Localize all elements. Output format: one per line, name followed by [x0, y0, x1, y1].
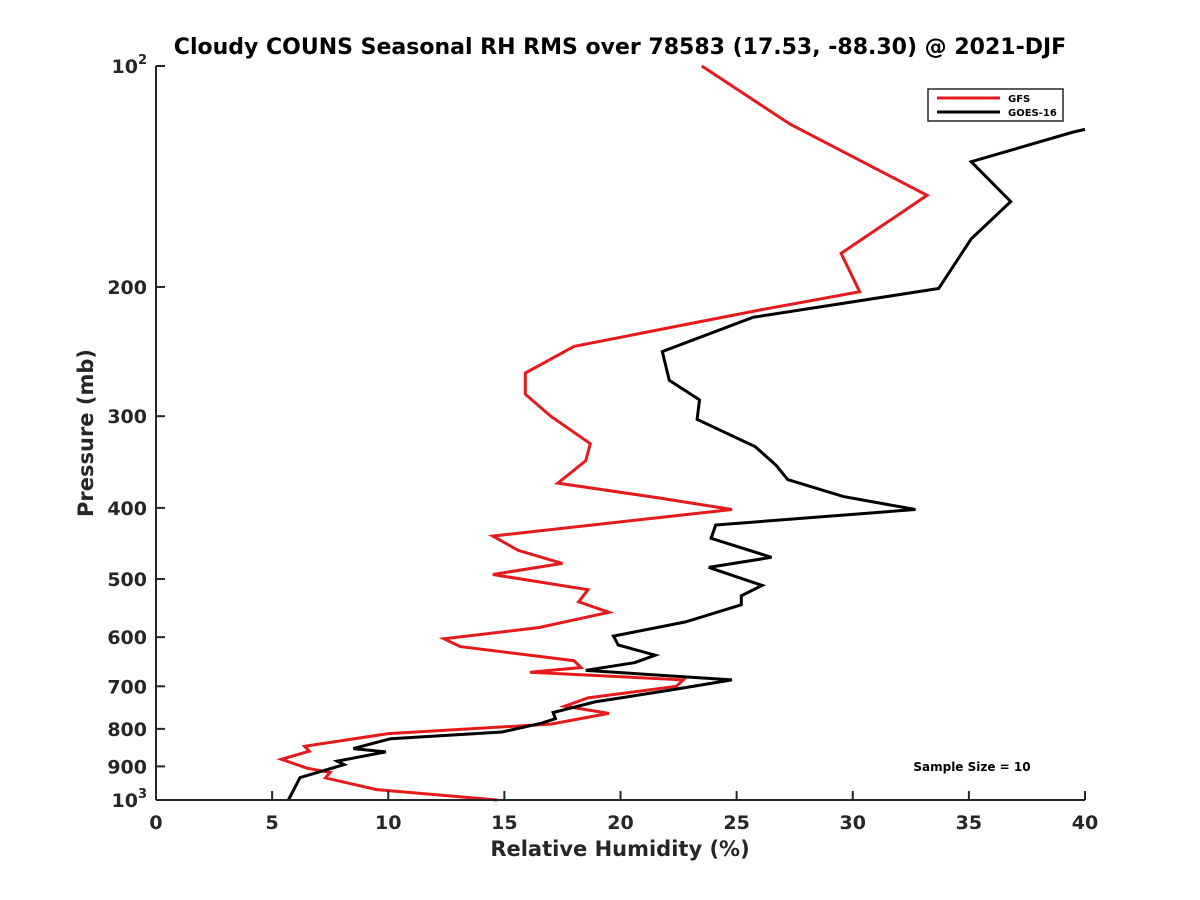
x-tick-label: 20 — [607, 812, 633, 834]
y-tick-label: 700 — [107, 676, 147, 698]
x-tick-label: 10 — [375, 812, 401, 834]
x-tick-label: 5 — [266, 812, 279, 834]
y-tick-label: 500 — [107, 569, 147, 591]
x-tick-label: 15 — [491, 812, 517, 834]
series-line-goes-16 — [287, 127, 1086, 801]
y-tick-label: 102 — [112, 53, 148, 78]
y-tick-label: 600 — [107, 627, 147, 649]
series-layer — [276, 64, 1086, 802]
axes-layer: 0 5 10 15 20 25 30 35 40 102 200 300 400 500 600 700 800… — [107, 53, 1098, 834]
series-line-gfs — [276, 64, 931, 802]
y-tick-label: 200 — [107, 277, 147, 299]
legend: GFS GOES-16 — [927, 88, 1064, 122]
x-tick-label: 0 — [149, 812, 162, 834]
x-tick-label: 40 — [1072, 812, 1098, 834]
y-axis-label: Pressure (mb) — [74, 349, 98, 517]
legend-label: GOES-16 — [1008, 108, 1057, 119]
y-tick-label: 800 — [107, 719, 147, 741]
legend-label: GFS — [1008, 94, 1030, 105]
y-tick-label: 900 — [107, 756, 147, 778]
x-tick-label: 35 — [956, 812, 982, 834]
legend-box — [927, 88, 1064, 122]
x-tick-label: 30 — [840, 812, 866, 834]
x-axis-label: Relative Humidity (%) — [490, 837, 749, 861]
chart-title: Cloudy COUNS Seasonal RH RMS over 78583 … — [174, 35, 1066, 60]
y-tick-label: 300 — [107, 406, 147, 428]
y-tick-label: 103 — [112, 787, 148, 812]
y-tick-label: 400 — [107, 498, 147, 520]
sample-size-annotation: Sample Size = 10 — [913, 760, 1030, 774]
x-tick-label: 25 — [723, 812, 749, 834]
